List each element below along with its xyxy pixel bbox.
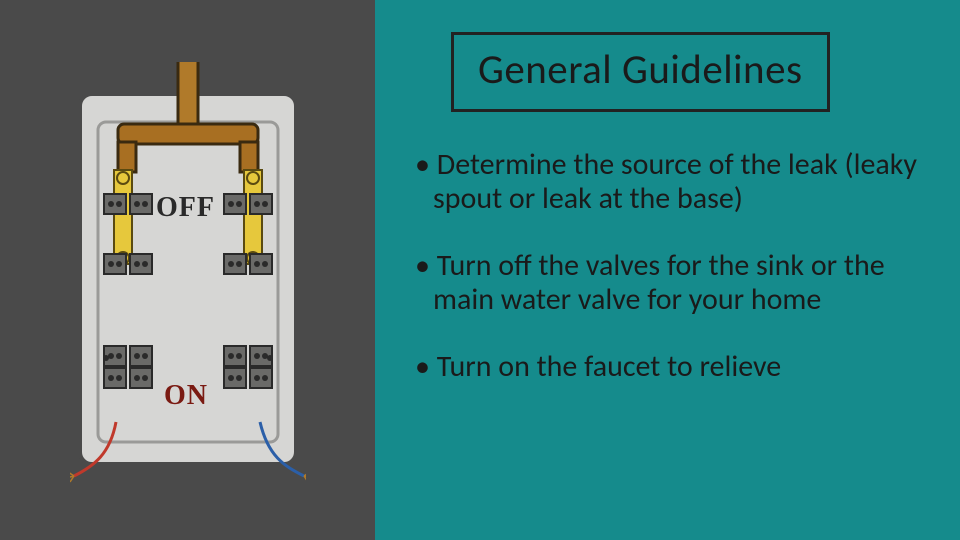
handle-crossbar <box>118 124 258 144</box>
pivot-dot <box>267 355 273 361</box>
fray-left <box>70 472 74 482</box>
hinge <box>247 172 259 184</box>
bullet-list: Determine the source of the leak (leaky … <box>411 148 924 384</box>
hinge <box>117 172 129 184</box>
pivot-dot <box>103 355 109 361</box>
handle-drop-left <box>118 142 136 172</box>
handle-shaft <box>178 62 198 126</box>
fray-right <box>304 472 306 482</box>
on-label: On <box>164 380 208 412</box>
left-panel: Off On <box>0 0 375 540</box>
slide: Off On General Guidelines Determine the … <box>0 0 960 540</box>
switch-svg <box>70 62 306 492</box>
right-panel: General Guidelines Determine the source … <box>375 0 960 540</box>
bullet-item: Determine the source of the leak (leaky … <box>415 148 924 215</box>
bullet-item: Turn on the faucet to relieve <box>415 350 924 384</box>
slide-title: General Guidelines <box>478 45 803 95</box>
off-label: Off <box>156 192 215 224</box>
bullet-item: Turn off the valves for the sink or the … <box>415 249 924 316</box>
handle-drop-right <box>240 142 258 172</box>
knife-switch-diagram: Off On <box>70 62 306 492</box>
title-box: General Guidelines <box>451 32 830 112</box>
